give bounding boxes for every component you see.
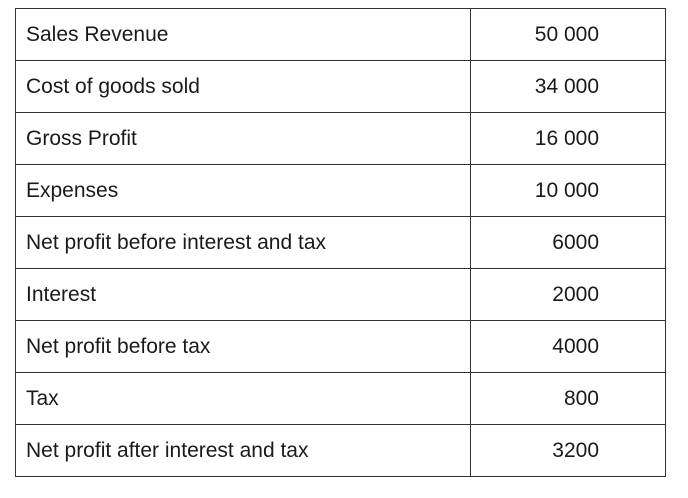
row-label: Cost of goods sold <box>15 60 471 113</box>
income-statement-table: Sales Revenue 50 000 Cost of goods sold … <box>15 8 666 477</box>
table-row: Net profit after interest and tax 3200 <box>15 424 666 477</box>
table-row: Cost of goods sold 34 000 <box>15 60 666 113</box>
row-value: 4000 <box>470 320 666 373</box>
row-label: Interest <box>15 268 471 321</box>
row-value: 2000 <box>470 268 666 321</box>
row-value: 16 000 <box>470 112 666 165</box>
table-row: Sales Revenue 50 000 <box>15 8 666 61</box>
row-label: Expenses <box>15 164 471 217</box>
row-label: Tax <box>15 372 471 425</box>
row-value: 3200 <box>470 424 666 477</box>
table-row: Gross Profit 16 000 <box>15 112 666 165</box>
row-label: Sales Revenue <box>15 8 471 61</box>
table-row: Tax 800 <box>15 372 666 425</box>
row-value: 10 000 <box>470 164 666 217</box>
table-row: Expenses 10 000 <box>15 164 666 217</box>
table-row: Net profit before tax 4000 <box>15 320 666 373</box>
row-value: 50 000 <box>470 8 666 61</box>
row-label: Net profit before tax <box>15 320 471 373</box>
row-label: Net profit after interest and tax <box>15 424 471 477</box>
row-label: Net profit before interest and tax <box>15 216 471 269</box>
table-row: Net profit before interest and tax 6000 <box>15 216 666 269</box>
table-row: Interest 2000 <box>15 268 666 321</box>
row-label: Gross Profit <box>15 112 471 165</box>
row-value: 6000 <box>470 216 666 269</box>
row-value: 34 000 <box>470 60 666 113</box>
row-value: 800 <box>470 372 666 425</box>
